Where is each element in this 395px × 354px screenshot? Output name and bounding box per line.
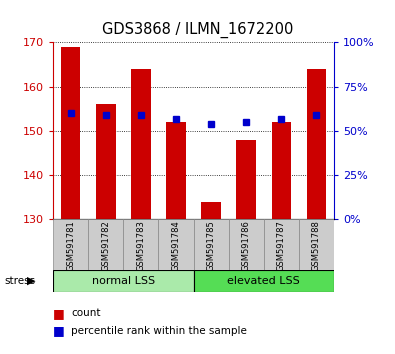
Bar	[201, 202, 221, 219]
Bar	[194, 270, 334, 292]
Text: elevated LSS: elevated LSS	[227, 276, 300, 286]
Text: GSM591785: GSM591785	[207, 220, 216, 270]
Bar	[158, 219, 194, 271]
Text: GDS3868 / ILMN_1672200: GDS3868 / ILMN_1672200	[102, 22, 293, 38]
Text: ■: ■	[53, 307, 65, 320]
Bar	[166, 122, 186, 219]
Text: count: count	[71, 308, 101, 318]
Bar	[53, 270, 194, 292]
Bar	[229, 219, 263, 271]
Text: GSM591784: GSM591784	[171, 220, 181, 270]
Bar	[53, 219, 88, 271]
Text: percentile rank within the sample: percentile rank within the sample	[71, 326, 247, 336]
Bar	[61, 47, 81, 219]
Text: GSM591786: GSM591786	[242, 220, 251, 270]
Bar	[237, 140, 256, 219]
Bar	[264, 219, 299, 271]
Bar	[194, 219, 229, 271]
Text: GSM591782: GSM591782	[102, 220, 111, 270]
Text: GSM591788: GSM591788	[312, 220, 321, 270]
Bar	[96, 104, 116, 219]
Text: GSM591781: GSM591781	[66, 220, 75, 270]
Text: ▶: ▶	[27, 276, 36, 286]
Bar	[271, 122, 291, 219]
Text: GSM591783: GSM591783	[136, 220, 145, 270]
Bar	[123, 219, 158, 271]
Text: ■: ■	[53, 325, 65, 337]
Bar	[299, 219, 334, 271]
Bar	[307, 69, 326, 219]
Text: GSM591787: GSM591787	[276, 220, 286, 270]
Text: normal LSS: normal LSS	[92, 276, 155, 286]
Bar	[131, 69, 150, 219]
Text: stress: stress	[4, 276, 35, 286]
Bar	[88, 219, 123, 271]
